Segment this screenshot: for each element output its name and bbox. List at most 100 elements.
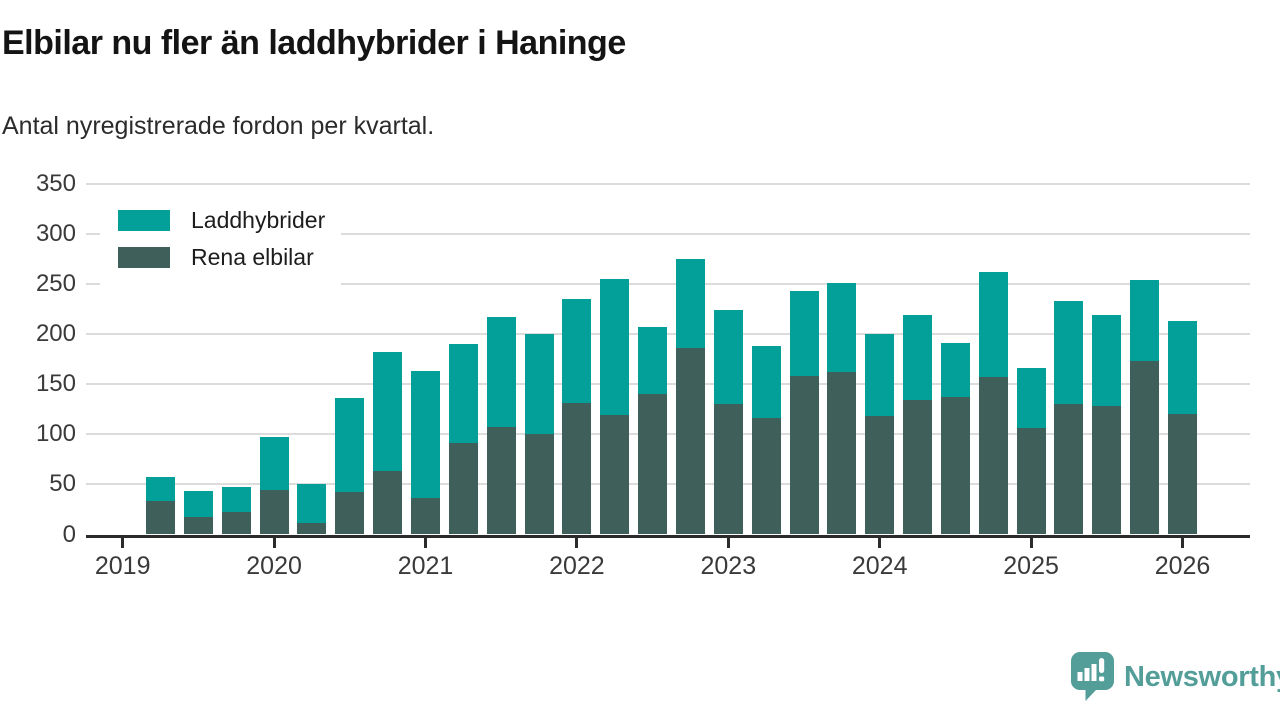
x-axis-label-2023: 2023 bbox=[700, 551, 757, 580]
y-axis-label-150: 150 bbox=[35, 370, 76, 398]
x-axis-tick-2019 bbox=[121, 537, 125, 548]
bar-2026-Q1-laddhybrider bbox=[1168, 320, 1197, 415]
bar-2021-Q2-rena-elbilar bbox=[448, 443, 478, 535]
x-axis-tick-2021 bbox=[424, 537, 427, 548]
chart-title: Elbilar nu fler än laddhybrider i Haning… bbox=[2, 24, 626, 62]
bar-2021-Q4-laddhybrider bbox=[524, 333, 554, 435]
bar-2025-Q1-laddhybrider bbox=[1016, 368, 1046, 429]
bar-2024-Q2-rena-elbilar bbox=[903, 400, 933, 535]
legend-label-rena-elbilar: Rena elbilar bbox=[191, 244, 314, 270]
bar-2023-Q4-rena-elbilar bbox=[827, 372, 857, 535]
logo-bar-medium bbox=[1084, 668, 1090, 681]
bar-2021-Q1-rena-elbilar bbox=[411, 498, 440, 535]
bar-2026-Q1-rena-elbilar bbox=[1168, 414, 1197, 535]
gridline-200 bbox=[86, 332, 1250, 335]
newsworthy-logo: Newsworthy bbox=[1069, 651, 1280, 703]
bar-2020-Q2-laddhybrider bbox=[297, 484, 327, 524]
bar-2023-Q2-rena-elbilar bbox=[751, 418, 781, 535]
bar-2021-Q4-rena-elbilar bbox=[524, 434, 554, 535]
x-axis-tick-2025 bbox=[1029, 537, 1033, 548]
bar-2019-Q3-rena-elbilar bbox=[183, 517, 213, 535]
bar-2024-Q2-laddhybrider bbox=[903, 314, 933, 401]
y-axis-label-0: 0 bbox=[62, 520, 76, 548]
bar-2022-Q2-rena-elbilar bbox=[600, 415, 630, 535]
bar-2020-Q4-rena-elbilar bbox=[373, 471, 403, 535]
bar-2023-Q3-rena-elbilar bbox=[789, 376, 819, 535]
bar-2020-Q3-rena-elbilar bbox=[335, 492, 365, 535]
x-axis-tick-2023 bbox=[726, 537, 730, 548]
x-axis-label-2024: 2024 bbox=[851, 551, 908, 580]
logo-exclamation-dot bbox=[1099, 676, 1105, 682]
bar-2025-Q3-rena-elbilar bbox=[1092, 406, 1122, 535]
bar-2021-Q2-laddhybrider bbox=[448, 343, 478, 444]
bar-2022-Q1-laddhybrider bbox=[562, 298, 592, 404]
bar-2021-Q3-rena-elbilar bbox=[486, 427, 516, 535]
legend-item-rena-elbilar: Rena elbilar bbox=[118, 246, 325, 269]
bar-2025-Q2-laddhybrider bbox=[1054, 300, 1084, 405]
bar-2025-Q3-laddhybrider bbox=[1092, 314, 1122, 407]
newsworthy-logo-text: Newsworthy bbox=[1124, 660, 1280, 693]
bar-2019-Q4-rena-elbilar bbox=[221, 512, 251, 535]
legend-swatch-rena-elbilar bbox=[118, 247, 170, 268]
bar-2023-Q4-laddhybrider bbox=[827, 282, 857, 373]
y-axis-label-300: 300 bbox=[35, 219, 76, 247]
bar-2022-Q2-laddhybrider bbox=[600, 278, 630, 416]
bar-2024-Q3-rena-elbilar bbox=[940, 397, 970, 535]
bar-2023-Q2-laddhybrider bbox=[751, 345, 781, 419]
bar-2019-Q2-rena-elbilar bbox=[146, 501, 176, 535]
gridline-250 bbox=[86, 282, 1250, 285]
x-axis-tick-2020 bbox=[272, 537, 276, 548]
logo-bar-large bbox=[1091, 664, 1097, 681]
bar-2020-Q3-laddhybrider bbox=[335, 398, 365, 493]
bar-2025-Q2-rena-elbilar bbox=[1054, 404, 1084, 535]
gridline-100 bbox=[86, 433, 1250, 436]
gridline-50 bbox=[86, 483, 1250, 486]
x-axis-label-2021: 2021 bbox=[397, 551, 454, 580]
chart-legend: Laddhybrider Rena elbilar bbox=[100, 195, 342, 287]
bar-2022-Q3-rena-elbilar bbox=[638, 394, 668, 535]
x-axis-tick-2026 bbox=[1181, 537, 1184, 548]
bar-2022-Q3-laddhybrider bbox=[638, 326, 668, 395]
bar-2025-Q1-rena-elbilar bbox=[1016, 428, 1046, 535]
legend-swatch-laddhybrider bbox=[118, 210, 170, 231]
y-axis-label-50: 50 bbox=[49, 470, 76, 498]
bar-2020-Q4-laddhybrider bbox=[373, 351, 403, 472]
bar-2024-Q3-laddhybrider bbox=[940, 342, 970, 398]
x-axis-tick-2024 bbox=[878, 537, 882, 548]
x-axis-label-2026: 2026 bbox=[1154, 551, 1211, 580]
y-axis-label-200: 200 bbox=[35, 319, 76, 347]
gridline-350 bbox=[86, 182, 1250, 185]
bar-2023-Q1-laddhybrider bbox=[713, 309, 743, 405]
gridline-150 bbox=[86, 383, 1250, 386]
bar-2021-Q3-laddhybrider bbox=[486, 316, 516, 428]
bar-2019-Q2-laddhybrider bbox=[146, 477, 176, 502]
bar-2023-Q3-laddhybrider bbox=[789, 290, 819, 377]
x-axis-label-2022: 2022 bbox=[549, 551, 605, 580]
gridline-300 bbox=[86, 232, 1250, 235]
logo-bar-small bbox=[1077, 672, 1083, 681]
bar-2024-Q4-rena-elbilar bbox=[978, 377, 1008, 535]
bar-2022-Q1-rena-elbilar bbox=[562, 403, 592, 535]
legend-item-laddhybrider: Laddhybrider bbox=[118, 209, 325, 232]
y-axis-label-100: 100 bbox=[35, 420, 76, 448]
bar-2021-Q1-laddhybrider bbox=[411, 371, 440, 499]
x-axis-label-2019: 2019 bbox=[94, 551, 151, 580]
bar-2024-Q4-laddhybrider bbox=[978, 271, 1008, 378]
bar-2023-Q1-rena-elbilar bbox=[713, 404, 743, 535]
bar-2025-Q4-rena-elbilar bbox=[1130, 361, 1160, 535]
bar-2025-Q4-laddhybrider bbox=[1130, 279, 1160, 361]
y-axis-label-250: 250 bbox=[35, 269, 76, 297]
bar-2024-Q1-laddhybrider bbox=[865, 333, 895, 417]
newsworthy-logo-icon bbox=[1071, 652, 1114, 701]
bar-2022-Q4-rena-elbilar bbox=[675, 347, 705, 535]
x-axis-line bbox=[86, 534, 1250, 538]
bar-2022-Q4-laddhybrider bbox=[675, 258, 705, 348]
bar-2020-Q2-rena-elbilar bbox=[297, 523, 327, 535]
x-axis-label-2025: 2025 bbox=[1003, 551, 1059, 580]
x-axis-label-2020: 2020 bbox=[246, 551, 302, 580]
x-axis-tick-2022 bbox=[575, 537, 579, 548]
logo-exclamation-stem bbox=[1099, 658, 1105, 673]
bar-2019-Q4-laddhybrider bbox=[221, 487, 251, 513]
